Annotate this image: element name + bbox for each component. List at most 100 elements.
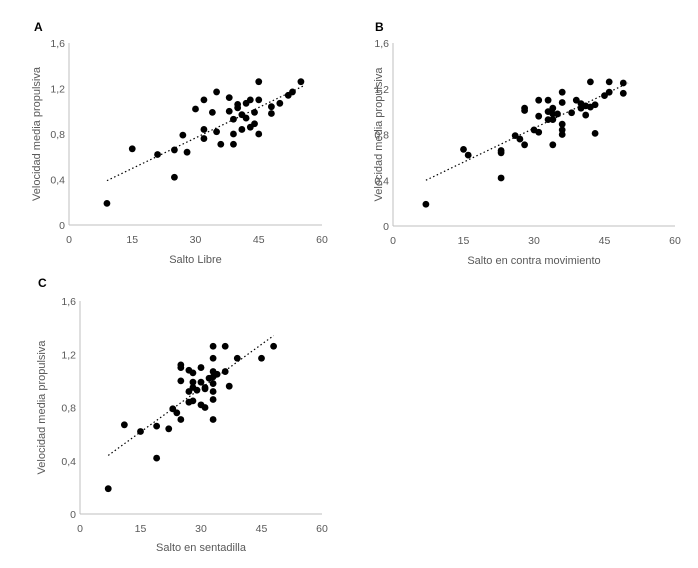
panel-c-data-point xyxy=(104,485,112,493)
panel-c-data-point xyxy=(201,404,209,411)
panel-c-data-point xyxy=(189,369,197,377)
panel-b-data-point xyxy=(558,131,566,138)
panel-b-x-tick-label: 15 xyxy=(458,235,470,247)
panel-a-data-point xyxy=(230,130,237,138)
panel-a-data-point xyxy=(154,151,161,158)
panel-a-data-point xyxy=(230,140,237,148)
panel-b-data-point xyxy=(422,200,430,208)
panel-b-data-point xyxy=(619,89,627,97)
panel-b-data-point xyxy=(558,120,566,128)
panel-b-data-point xyxy=(497,174,505,182)
panel-b-data-point xyxy=(605,88,613,96)
panel-b-data-point xyxy=(544,116,552,124)
panel-c-data-point xyxy=(177,364,185,371)
panel-c-data-point xyxy=(165,425,173,433)
panel-a-data-point xyxy=(192,105,199,113)
panel-b-data-point xyxy=(464,151,472,159)
panel-c-x-axis-label: Salto en sentadilla xyxy=(156,542,247,554)
panel-c-y-tick-label: 1,6 xyxy=(61,296,76,308)
panel-c-data-point xyxy=(209,416,217,423)
panel-c-y-tick-label: 0 xyxy=(70,509,76,521)
panel-a-data-point xyxy=(276,99,284,107)
panel-a-data-point xyxy=(268,110,275,117)
panel-a-data-point xyxy=(238,126,246,133)
panel-c-data-point xyxy=(177,416,185,423)
panel-a-data-point xyxy=(225,107,233,115)
panel-a-data-point xyxy=(171,146,178,154)
panel-b-y-axis-label: Velocidad media propulsiva xyxy=(373,67,385,202)
panel-a-y-axis-label: Velocidad media propulsiva xyxy=(31,66,43,201)
panel-a-data-point xyxy=(208,108,216,116)
panel-b-y-tick-label: 0,8 xyxy=(374,130,389,142)
panel-a-data-point xyxy=(183,148,191,156)
panel-a-data-point xyxy=(268,103,275,111)
panel-c-data-point xyxy=(153,454,161,462)
panel-b-x-tick-label: 0 xyxy=(390,235,396,247)
panel-c-x-tick-label: 45 xyxy=(256,523,268,535)
panel-a-data-point xyxy=(213,88,220,96)
panel-a-data-point xyxy=(242,114,250,122)
panel-a-x-tick-label: 30 xyxy=(190,234,202,246)
panel-b-data-point xyxy=(591,101,599,109)
panel-c-data-point xyxy=(173,409,181,417)
panel-b-y-tick-label: 1,2 xyxy=(374,84,389,96)
panel-b-x-tick-label: 60 xyxy=(669,235,681,247)
panel-a-data-point xyxy=(128,145,136,153)
panel-b-label: B xyxy=(375,20,384,34)
panel-c-data-point xyxy=(213,370,221,378)
panel-a-data-point xyxy=(234,104,242,112)
panel-a-y-tick-label: 0,8 xyxy=(50,129,65,141)
panel-c-y-tick-label: 1,2 xyxy=(61,349,76,361)
panel-a-y-tick-label: 1,6 xyxy=(50,38,65,50)
panel-b-data-point xyxy=(619,79,627,87)
panel-c-y-tick-label: 0,4 xyxy=(61,456,76,468)
panel-a-data-point xyxy=(200,135,208,142)
panel-b-data-point xyxy=(572,96,580,104)
panel-a-data-point xyxy=(246,96,254,104)
panel-c-y-tick-label: 0,8 xyxy=(61,403,76,415)
panel-a-data-point xyxy=(200,126,208,133)
panel-a-x-tick-label: 15 xyxy=(126,234,138,246)
panel-a-x-axis-label: Salto Libre xyxy=(169,254,222,266)
panel-b-data-point xyxy=(558,99,566,106)
panel-c-x-tick-label: 0 xyxy=(77,523,83,535)
panel-c-x-tick-label: 30 xyxy=(195,523,207,535)
panel-c-data-point xyxy=(153,422,161,430)
panel-b-data-point xyxy=(497,149,505,157)
panel-c-data-point xyxy=(209,380,217,387)
panel-c-x-tick-label: 60 xyxy=(316,523,328,535)
panel-a-x-tick-label: 60 xyxy=(316,234,328,246)
panel-a-data-point xyxy=(251,120,258,128)
panel-b-data-point xyxy=(535,112,543,120)
panel-a-data-point xyxy=(171,173,178,181)
panel-c-data-point xyxy=(189,397,197,405)
panel-b-data-point xyxy=(587,78,594,86)
panel-a-data-point xyxy=(297,78,305,86)
panel-b-data-point xyxy=(460,145,467,153)
panel-c-data-point xyxy=(209,354,217,362)
panel-c-data-point xyxy=(209,396,217,403)
panel-a-x-tick-label: 0 xyxy=(66,234,72,246)
panel-b-data-point xyxy=(582,111,590,119)
panel-b-data-point xyxy=(605,78,613,86)
panel-c-data-point xyxy=(189,378,197,386)
panel-b-data-point xyxy=(516,135,524,143)
panel-c-data-point xyxy=(209,388,217,395)
panel-b-data-point xyxy=(558,88,566,96)
panel-b-data-point xyxy=(601,92,608,100)
panel-c-data-point xyxy=(233,354,241,362)
panel-a-y-tick-label: 1,2 xyxy=(50,84,65,96)
panel-b-data-point xyxy=(521,141,528,149)
panel-b-data-point xyxy=(549,141,557,149)
panel-c-y-axis-label: Velocidad media propulsiva xyxy=(36,340,48,475)
panel-c-data-point xyxy=(177,377,185,385)
panel-a-x-tick-label: 45 xyxy=(253,234,265,246)
panel-a-trendline xyxy=(106,84,306,182)
panel-b-data-point xyxy=(521,107,528,114)
panel-b-data-point xyxy=(544,96,552,104)
panel-c-data-point xyxy=(197,364,205,371)
panel-a-data-point xyxy=(251,108,258,116)
panel-c-data-point xyxy=(225,382,233,390)
panel-a-y-tick-label: 0 xyxy=(59,220,65,232)
panel-b-data-point xyxy=(535,128,543,136)
